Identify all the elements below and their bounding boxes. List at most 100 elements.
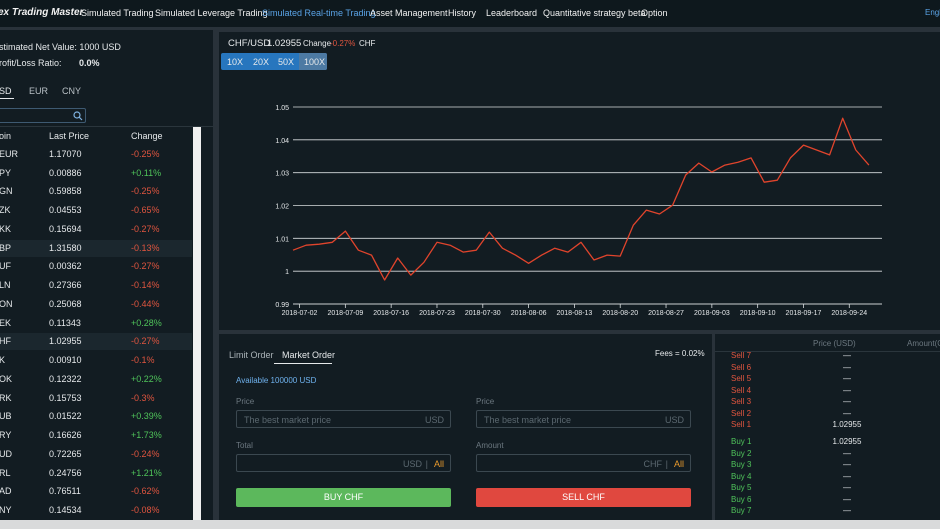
last-price: 0.15694 — [49, 223, 82, 234]
language[interactable]: Engl — [925, 8, 940, 17]
nav-item[interactable]: History — [448, 8, 477, 18]
leverage-button[interactable]: 20X — [253, 57, 270, 67]
row-highlight[interactable] — [0, 333, 192, 351]
nav-item[interactable]: Simulated Leverage Trading — [155, 8, 268, 18]
y-tick-label: 1.03 — [275, 171, 289, 178]
y-tick-label: 1.05 — [275, 105, 289, 112]
book-header: Amount(C — [907, 339, 940, 348]
ratio-label: rofit/Loss Ratio: — [0, 58, 62, 68]
x-tick-label: 2018-08-20 — [602, 310, 638, 317]
nav-item[interactable]: Quantitative strategy beta — [543, 8, 646, 18]
divider — [0, 126, 213, 127]
all-link[interactable]: All — [673, 459, 684, 469]
change: -0.27% — [131, 223, 160, 234]
order-book: Price (USD) Amount(C Sell 7 — Sell 6 — Sell … — [715, 334, 940, 529]
last-price: 0.14534 — [49, 505, 82, 516]
all-link[interactable]: All — [433, 459, 444, 469]
leverage-button[interactable]: 100X — [304, 57, 326, 67]
x-tick-label: 2018-07-02 — [282, 310, 318, 317]
currency-tab[interactable]: CNY — [62, 86, 82, 96]
change: -0.25% — [131, 149, 160, 159]
sell-label: Sell 7 — [731, 351, 752, 360]
order-tab[interactable]: Market Order — [282, 350, 336, 360]
sell-price: — — [843, 374, 851, 383]
coin: ON — [0, 298, 13, 309]
nav-item[interactable]: Asset Management — [370, 8, 448, 18]
buy-button[interactable]: BUY CHF — [236, 488, 451, 507]
last-price: 1.31580 — [49, 242, 82, 253]
buy-label: Buy 4 — [731, 471, 752, 481]
pair: CHF/USD — [228, 38, 271, 49]
last-price: 0.00910 — [49, 355, 82, 366]
currency: USD — [424, 415, 444, 425]
currency-tab[interactable]: EUR — [29, 86, 49, 96]
nav-item[interactable]: Simulated Trading — [81, 8, 154, 18]
y-tick-label: 1.01 — [275, 236, 289, 243]
order-tab[interactable]: Limit Order — [229, 350, 274, 360]
buy-price: 1.02955 — [832, 437, 862, 446]
divider — [715, 351, 940, 352]
x-tick-label: 2018-09-17 — [786, 310, 822, 317]
row-highlight[interactable] — [0, 239, 192, 257]
sell-button[interactable]: SELL CHF — [476, 488, 691, 507]
change: +0.39% — [131, 411, 162, 422]
coin: OK — [0, 373, 13, 384]
sell-label: Sell 6 — [731, 362, 752, 372]
buy-label: Buy 7 — [731, 506, 752, 515]
sell-price: — — [843, 408, 851, 418]
change: +0.11% — [131, 167, 162, 178]
sell-price: — — [843, 351, 851, 360]
leverage-active[interactable] — [299, 53, 327, 70]
amount-input[interactable]: CHF | All — [476, 454, 691, 472]
change: -0.27% — [131, 261, 160, 272]
field-label: Price — [236, 397, 255, 406]
nav-item[interactable]: Simulated Real-time Trading — [262, 8, 376, 18]
total-input[interactable]: USD | All — [236, 454, 451, 472]
horizontal-scrollbar[interactable] — [0, 520, 940, 529]
buy-price: — — [843, 460, 851, 469]
nav-item[interactable]: Option — [641, 8, 668, 18]
last-price: 0.76511 — [49, 486, 81, 497]
change: -0.3% — [131, 392, 155, 403]
table-header: oin — [0, 131, 12, 141]
change: -0.65% — [131, 205, 160, 216]
price: 1.02955 — [267, 38, 302, 49]
search-box[interactable] — [0, 108, 86, 123]
change: +1.73% — [131, 430, 162, 441]
buy-label: Buy 6 — [731, 494, 752, 504]
price-input[interactable]: The best market price USD — [236, 410, 451, 428]
buy-label: Buy 2 — [731, 448, 752, 458]
field-label: Total — [236, 441, 253, 450]
sell-price: — — [843, 362, 851, 372]
unit: CHF — [359, 39, 376, 48]
price-input[interactable]: The best market price USD — [476, 410, 691, 428]
coin: RL — [0, 467, 11, 478]
coin: EK — [0, 317, 12, 328]
sell-label: Sell 4 — [731, 385, 752, 395]
net-value: stimated Net Value: 1000 USD — [0, 42, 121, 52]
leverage-button[interactable]: 10X — [227, 57, 244, 67]
last-price: 0.16626 — [49, 430, 82, 441]
coin: K — [0, 355, 6, 366]
last-price: 0.25068 — [49, 298, 82, 309]
change: -0.62% — [131, 486, 160, 497]
leverage-button[interactable]: 50X — [278, 57, 295, 67]
change: -0.24% — [131, 448, 160, 459]
x-tick-label: 2018-08-27 — [648, 310, 684, 317]
nav-item[interactable]: Leaderboard — [486, 8, 538, 18]
change: -0.1% — [131, 355, 155, 366]
change: -0.08% — [131, 505, 160, 516]
x-tick-label: 2018-09-03 — [694, 310, 730, 317]
sell-price: — — [843, 385, 851, 395]
sell-price: — — [843, 397, 851, 406]
last-price: 1.17070 — [49, 149, 82, 159]
tab-underline — [0, 98, 14, 99]
scrollbar[interactable] — [193, 127, 201, 520]
currency-tab[interactable]: SD — [0, 86, 12, 96]
last-price: 0.15753 — [49, 392, 82, 403]
change: +0.22% — [131, 373, 162, 384]
field-label: Amount — [476, 441, 504, 450]
currency: USD — [664, 415, 684, 425]
change: -0.44% — [131, 298, 160, 309]
change: -0.27% — [330, 39, 356, 48]
